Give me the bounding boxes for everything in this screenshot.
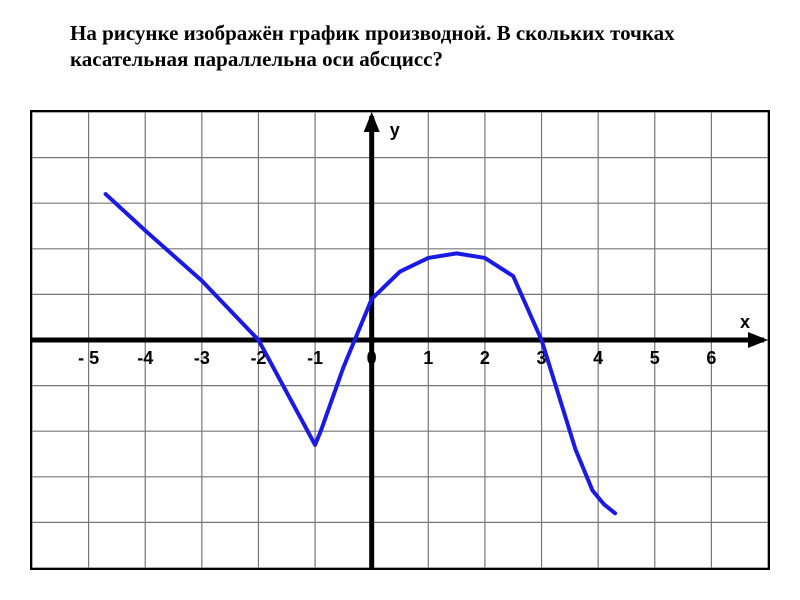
x-tick-label: 5	[650, 348, 660, 368]
x-tick-label: 0	[367, 348, 377, 368]
y-axis-label: y	[390, 120, 400, 140]
derivative-chart: - 5-4-3-2-10123456yx	[32, 112, 768, 568]
x-axis-label: x	[740, 312, 750, 332]
chart-frame: - 5-4-3-2-10123456yx	[30, 110, 770, 570]
x-tick-label: -1	[307, 348, 323, 368]
question-title: На рисунке изображён график производной.…	[70, 20, 760, 73]
title-line-1: На рисунке изображён график производной.…	[70, 21, 675, 45]
x-tick-label: -3	[194, 348, 210, 368]
x-tick-label: - 5	[78, 348, 99, 368]
axes	[32, 112, 768, 568]
x-tick-label: 6	[706, 348, 716, 368]
x-tick-label: -4	[137, 348, 153, 368]
title-line-2: касательная параллельна оси абсцисс?	[70, 47, 443, 71]
x-tick-label: 2	[480, 348, 490, 368]
x-tick-label: 1	[423, 348, 433, 368]
x-tick-label: 4	[593, 348, 603, 368]
